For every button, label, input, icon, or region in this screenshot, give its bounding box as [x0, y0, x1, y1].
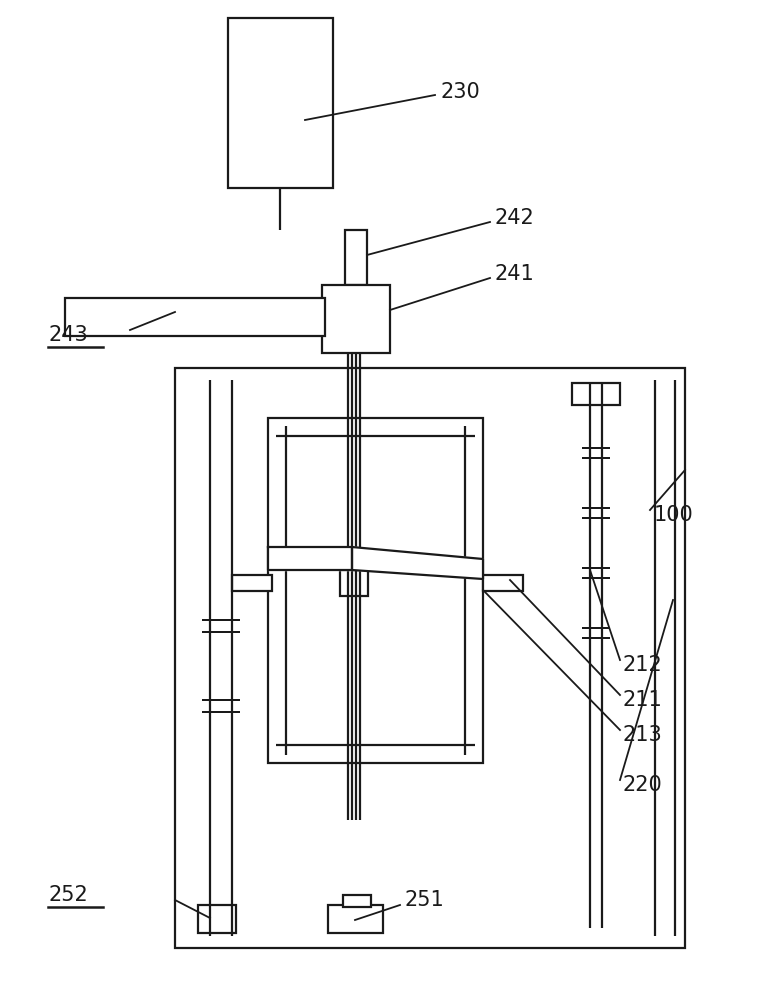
Bar	[232, 575, 272, 591]
Text: 241: 241	[494, 264, 534, 284]
Bar	[198, 905, 236, 933]
Text: 212: 212	[622, 655, 661, 675]
Text: 251: 251	[405, 890, 445, 910]
Text: 100: 100	[654, 505, 694, 525]
Bar	[328, 905, 383, 933]
Bar	[483, 575, 523, 591]
Text: 243: 243	[48, 325, 88, 345]
Bar	[322, 285, 390, 353]
Text: 242: 242	[494, 208, 534, 228]
Text: 213: 213	[622, 725, 661, 745]
Bar	[340, 570, 368, 596]
Bar	[175, 368, 685, 948]
Text: 230: 230	[440, 82, 480, 102]
Text: 220: 220	[622, 775, 661, 795]
Polygon shape	[352, 547, 483, 579]
Text: 211: 211	[622, 690, 661, 710]
Bar	[268, 418, 483, 763]
Bar	[572, 383, 620, 405]
Bar	[65, 298, 325, 336]
Bar	[228, 18, 333, 188]
Bar	[345, 230, 367, 285]
Text: 252: 252	[48, 885, 88, 905]
Polygon shape	[268, 547, 352, 570]
Bar	[343, 895, 371, 907]
